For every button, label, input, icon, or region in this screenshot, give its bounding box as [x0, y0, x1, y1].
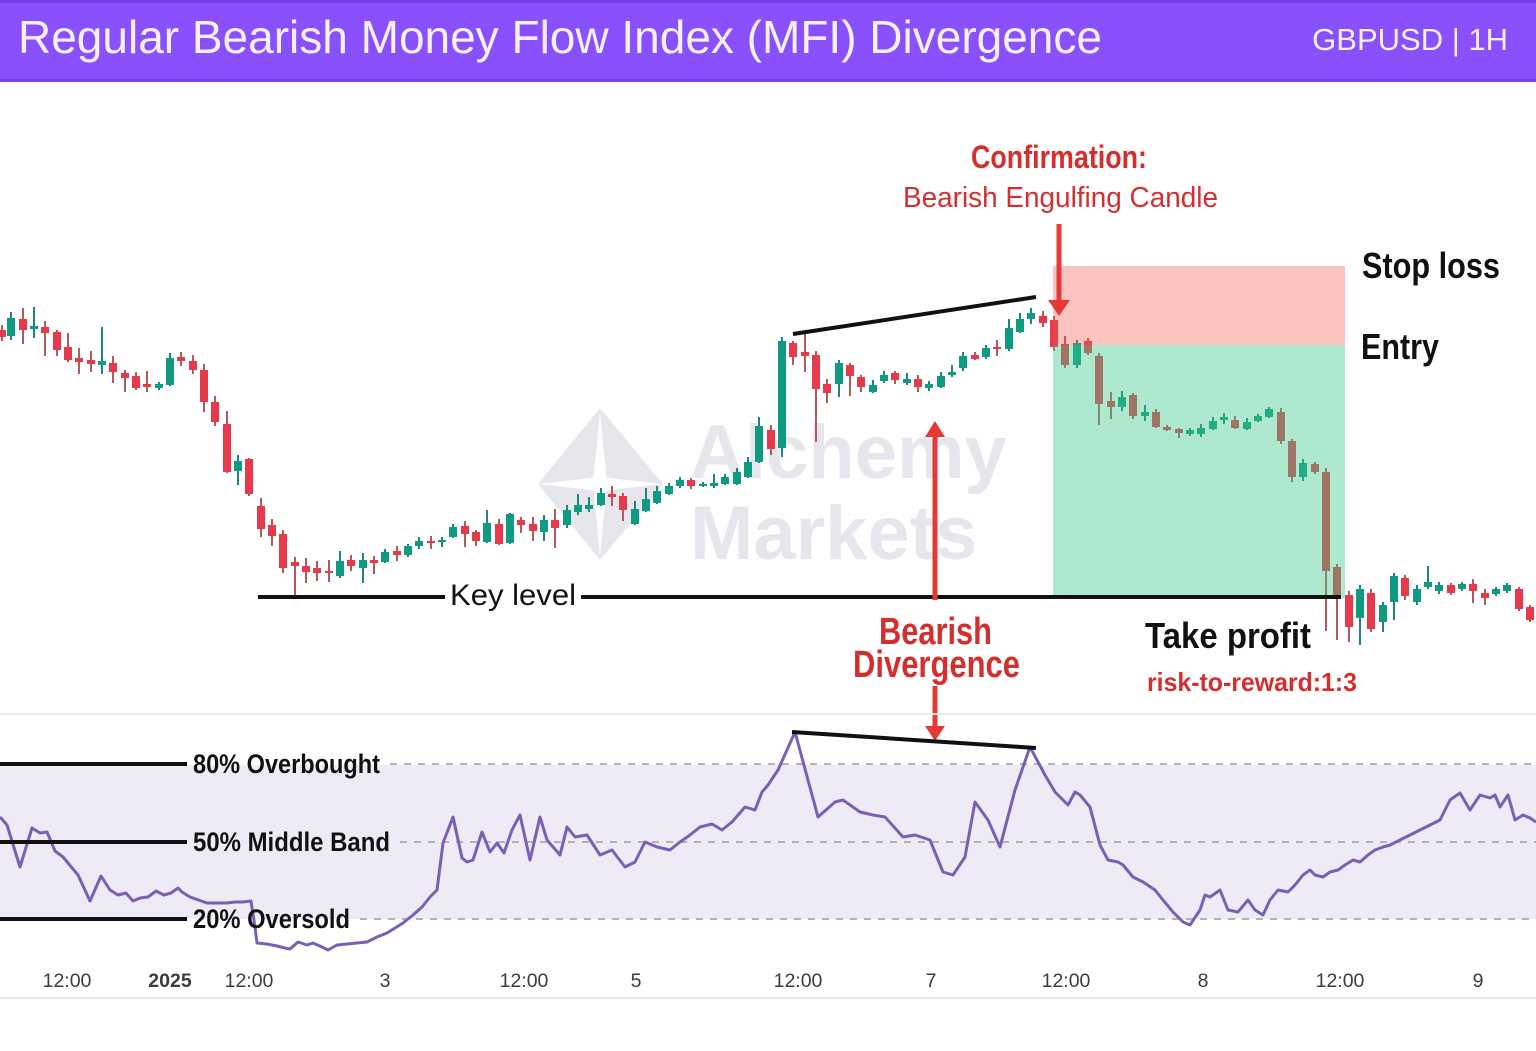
svg-text:Regular Bearish Money Flow Ind: Regular Bearish Money Flow Index (MFI) D…: [18, 11, 1102, 63]
svg-text:GBPUSD | 1H: GBPUSD | 1H: [1312, 22, 1508, 57]
svg-text:2025: 2025: [148, 970, 192, 992]
svg-text:Bearish: Bearish: [879, 611, 992, 653]
svg-text:Confirmation:: Confirmation:: [971, 139, 1147, 175]
svg-text:Entry: Entry: [1361, 326, 1439, 367]
svg-text:9: 9: [1473, 970, 1484, 992]
svg-text:12:00: 12:00: [500, 970, 549, 992]
svg-text:12:00: 12:00: [1042, 970, 1091, 992]
svg-text:Divergence: Divergence: [853, 644, 1020, 686]
svg-text:3: 3: [380, 970, 391, 992]
svg-text:12:00: 12:00: [1316, 970, 1365, 992]
svg-text:Alchemy: Alchemy: [690, 410, 1007, 495]
svg-text:7: 7: [926, 970, 937, 992]
svg-text:Stop loss: Stop loss: [1362, 245, 1500, 286]
svg-text:80% Overbought: 80% Overbought: [193, 749, 380, 779]
svg-text:Key level: Key level: [450, 579, 576, 612]
svg-text:Markets: Markets: [690, 491, 977, 576]
svg-text:5: 5: [631, 970, 642, 992]
svg-text:20% Oversold: 20% Oversold: [193, 904, 350, 934]
svg-text:50% Middle Band: 50% Middle Band: [193, 827, 390, 857]
svg-text:12:00: 12:00: [43, 970, 92, 992]
svg-text:risk-to-reward:1:3: risk-to-reward:1:3: [1147, 667, 1357, 697]
svg-text:12:00: 12:00: [225, 970, 274, 992]
svg-text:8: 8: [1198, 970, 1209, 992]
svg-text:12:00: 12:00: [774, 970, 823, 992]
svg-text:Take profit: Take profit: [1145, 615, 1311, 656]
svg-text:Bearish Engulfing Candle: Bearish Engulfing Candle: [903, 182, 1218, 214]
